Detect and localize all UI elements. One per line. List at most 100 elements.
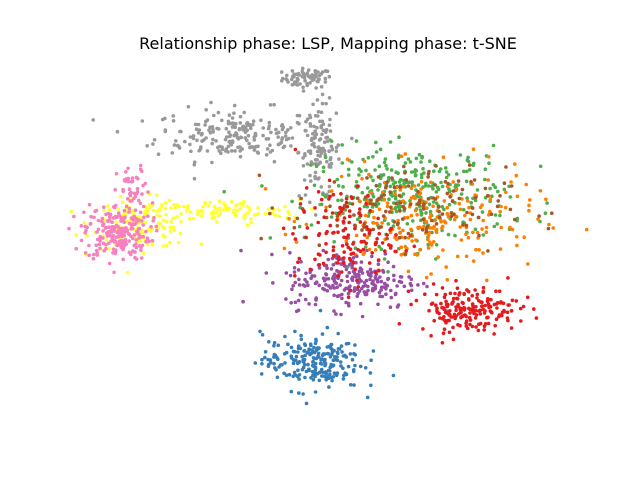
data-point [325,325,330,330]
data-point [200,209,205,214]
data-point [241,199,246,204]
data-point [480,227,484,231]
data-point [243,129,247,133]
data-point [413,196,417,201]
data-point [424,211,428,215]
data-point [458,207,463,212]
data-point [145,144,149,148]
data-point [390,176,394,180]
data-point [374,150,379,154]
data-point [468,322,472,327]
data-point [462,169,466,174]
data-point [330,378,334,383]
data-point [272,341,277,345]
data-point [433,183,437,187]
data-point [506,318,510,323]
data-point [326,368,331,373]
data-point [341,228,346,233]
data-point [226,150,230,154]
data-point [313,129,317,133]
data-point [144,229,148,234]
data-point [105,231,109,236]
data-point [362,225,366,229]
data-point [266,364,271,369]
data-point [414,173,418,177]
data-point [402,206,407,211]
data-point [388,246,393,250]
data-point [308,81,312,85]
data-point [487,213,491,217]
data-point [389,205,393,210]
data-point [199,242,203,246]
data-point [296,368,300,373]
data-point [238,154,243,159]
data-point [129,252,133,257]
data-point [303,375,307,380]
data-point [478,312,483,316]
data-point [341,377,346,381]
data-point [340,296,344,301]
data-point [150,243,155,247]
data-point [493,323,498,328]
data-point [370,254,374,259]
data-point [486,155,491,159]
data-point [406,289,411,294]
data-point [437,215,442,220]
data-point [488,309,493,313]
data-point [305,117,310,121]
data-point [385,180,389,185]
data-point [488,197,493,202]
data-point [363,283,368,288]
data-point [395,284,399,288]
data-point [493,213,498,217]
data-point [350,266,355,270]
data-point [458,310,463,315]
data-point [360,190,365,195]
data-point [369,198,373,203]
data-point [245,122,249,126]
data-point [509,326,514,330]
data-point [316,252,321,256]
data-point [382,193,387,197]
data-point [449,214,454,219]
data-point [316,110,321,114]
data-point [310,349,315,353]
data-point [466,155,470,160]
data-point [277,208,281,212]
data-point [107,261,112,266]
data-point [401,184,405,189]
data-point [309,223,314,227]
data-point [331,192,336,197]
data-point [325,351,330,356]
data-point [252,148,257,152]
data-point [440,305,444,310]
data-point [203,123,207,127]
data-point [373,284,378,288]
data-point [127,232,131,236]
data-point [140,192,144,196]
data-point [280,127,285,132]
data-point [440,224,445,229]
data-point [110,220,114,224]
data-point [314,164,319,168]
data-point [376,262,381,267]
data-point [402,164,406,169]
data-point [351,251,356,256]
data-point [292,370,297,375]
data-point [245,211,250,215]
data-point [298,82,302,86]
data-point [371,220,376,225]
data-point [386,260,390,265]
data-point [428,215,432,220]
data-point [488,209,492,214]
data-point [297,256,302,261]
data-point [440,184,445,189]
data-point [418,248,422,252]
data-point [339,344,344,348]
data-point [477,233,481,238]
data-point [482,328,487,332]
data-point [272,343,276,348]
data-point [126,179,131,184]
data-point [384,209,388,214]
data-point [247,141,251,146]
